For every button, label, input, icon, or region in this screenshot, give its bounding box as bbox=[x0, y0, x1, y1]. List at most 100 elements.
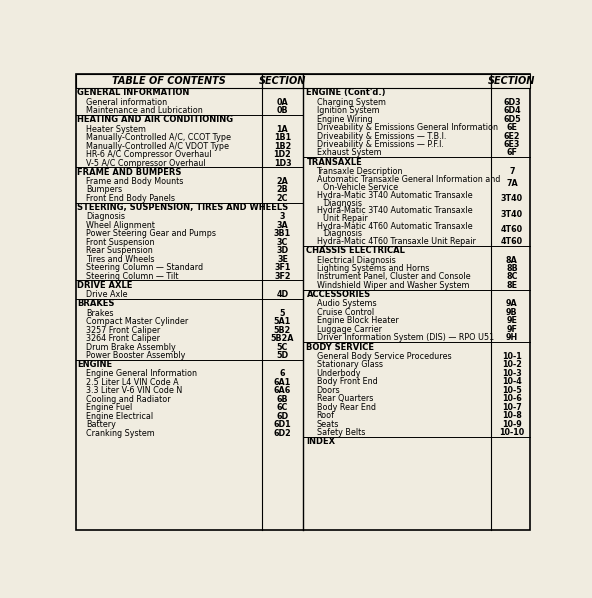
Text: On-Vehicle Service: On-Vehicle Service bbox=[323, 183, 398, 192]
Text: 6: 6 bbox=[280, 370, 285, 379]
Text: Doors: Doors bbox=[317, 386, 340, 395]
Text: 1D3: 1D3 bbox=[274, 158, 291, 167]
Text: 8B: 8B bbox=[506, 264, 518, 273]
Text: 6A1: 6A1 bbox=[274, 378, 291, 387]
Text: 2B: 2B bbox=[276, 185, 288, 194]
Text: 5B2: 5B2 bbox=[274, 325, 291, 335]
Text: 8E: 8E bbox=[506, 281, 517, 290]
Text: Front End Body Panels: Front End Body Panels bbox=[86, 194, 175, 203]
Text: Engine General Information: Engine General Information bbox=[86, 370, 197, 379]
Text: 10-1: 10-1 bbox=[502, 352, 522, 361]
Text: Luggage Carrier: Luggage Carrier bbox=[317, 325, 382, 334]
Text: 6D: 6D bbox=[276, 412, 288, 421]
Text: Frame and Body Mounts: Frame and Body Mounts bbox=[86, 177, 184, 186]
Text: Hydra-Matic 3T40 Automatic Transaxle: Hydra-Matic 3T40 Automatic Transaxle bbox=[317, 206, 472, 215]
Text: 6E3: 6E3 bbox=[504, 140, 520, 149]
Text: 9H: 9H bbox=[506, 333, 518, 342]
Text: 6B: 6B bbox=[276, 395, 288, 404]
Text: HR-6 A/C Compressor Overhaul: HR-6 A/C Compressor Overhaul bbox=[86, 150, 212, 159]
Text: 1D2: 1D2 bbox=[274, 150, 291, 159]
Text: Wheel Alignment: Wheel Alignment bbox=[86, 221, 155, 230]
Text: 3C: 3C bbox=[277, 238, 288, 247]
Text: Body Front End: Body Front End bbox=[317, 377, 377, 386]
Text: ENGINE (Cont'd.): ENGINE (Cont'd.) bbox=[307, 89, 386, 97]
Text: Automatic Transaxle General Information and: Automatic Transaxle General Information … bbox=[317, 175, 500, 184]
Text: 5A1: 5A1 bbox=[274, 317, 291, 326]
Text: 3.3 Liter V-6 VIN Code N: 3.3 Liter V-6 VIN Code N bbox=[86, 386, 183, 395]
Text: 3: 3 bbox=[280, 212, 285, 221]
Text: 10-10: 10-10 bbox=[499, 428, 525, 437]
Text: Diagnosis: Diagnosis bbox=[86, 212, 126, 221]
Text: 6D3: 6D3 bbox=[503, 97, 521, 106]
Text: 2C: 2C bbox=[276, 194, 288, 203]
Text: 6E: 6E bbox=[506, 123, 517, 132]
Text: Engine Block Heater: Engine Block Heater bbox=[317, 316, 398, 325]
Text: 10-2: 10-2 bbox=[502, 360, 522, 369]
Text: Battery: Battery bbox=[86, 420, 116, 429]
Text: 7A: 7A bbox=[506, 179, 518, 188]
Text: 3A: 3A bbox=[276, 221, 288, 230]
Text: Roof: Roof bbox=[317, 411, 334, 420]
Text: Transaxle Description: Transaxle Description bbox=[317, 167, 403, 176]
Text: Tires and Wheels: Tires and Wheels bbox=[86, 255, 155, 264]
Text: Ignition System: Ignition System bbox=[317, 106, 379, 115]
Text: BODY SERVICE: BODY SERVICE bbox=[307, 343, 375, 352]
Text: Lighting Systems and Horns: Lighting Systems and Horns bbox=[317, 264, 429, 273]
Text: Windshield Wiper and Washer System: Windshield Wiper and Washer System bbox=[317, 281, 469, 290]
Text: Instrument Panel, Cluster and Console: Instrument Panel, Cluster and Console bbox=[317, 273, 470, 282]
Text: Charging System: Charging System bbox=[317, 97, 385, 106]
Text: 5C: 5C bbox=[277, 343, 288, 352]
Text: Brakes: Brakes bbox=[86, 309, 114, 318]
Text: TABLE OF CONTENTS: TABLE OF CONTENTS bbox=[112, 76, 226, 86]
Text: Hydra-Matic 4T60 Transaxle Unit Repair: Hydra-Matic 4T60 Transaxle Unit Repair bbox=[317, 237, 475, 246]
Text: 4T60: 4T60 bbox=[501, 237, 523, 246]
Text: Exhaust System: Exhaust System bbox=[317, 148, 381, 157]
Text: Diagnosis: Diagnosis bbox=[323, 230, 362, 239]
Text: Cruise Control: Cruise Control bbox=[317, 308, 374, 317]
Text: 4T60: 4T60 bbox=[501, 225, 523, 234]
Text: 9B: 9B bbox=[506, 308, 517, 317]
Text: 9E: 9E bbox=[506, 316, 517, 325]
Text: 3F2: 3F2 bbox=[274, 271, 291, 280]
Text: 6C: 6C bbox=[277, 404, 288, 413]
Text: Rear Suspension: Rear Suspension bbox=[86, 246, 153, 255]
Text: 10-8: 10-8 bbox=[502, 411, 522, 420]
Text: SECTION: SECTION bbox=[259, 76, 306, 86]
Text: 9A: 9A bbox=[506, 300, 518, 309]
Text: 3D: 3D bbox=[276, 246, 288, 255]
Text: 10-5: 10-5 bbox=[502, 386, 522, 395]
Text: 6D2: 6D2 bbox=[274, 429, 291, 438]
Bar bbox=[262, 74, 304, 88]
Text: 3257 Front Caliper: 3257 Front Caliper bbox=[86, 325, 160, 335]
Text: 2A: 2A bbox=[276, 177, 288, 186]
Text: 10-4: 10-4 bbox=[502, 377, 522, 386]
Text: Manually-Controlled A/C VDOT Type: Manually-Controlled A/C VDOT Type bbox=[86, 142, 230, 151]
Bar bbox=[76, 74, 304, 88]
Text: 3E: 3E bbox=[277, 255, 288, 264]
Text: SECTION: SECTION bbox=[488, 76, 536, 86]
Text: Cranking System: Cranking System bbox=[86, 429, 155, 438]
Text: Hydra-Matic 4T60 Automatic Transaxle: Hydra-Matic 4T60 Automatic Transaxle bbox=[317, 222, 472, 231]
Text: 3T40: 3T40 bbox=[501, 210, 523, 219]
Text: 5B2A: 5B2A bbox=[271, 334, 294, 343]
Text: Steering Column — Tilt: Steering Column — Tilt bbox=[86, 271, 179, 280]
Text: 6F: 6F bbox=[506, 148, 517, 157]
Text: Audio Systems: Audio Systems bbox=[317, 300, 376, 309]
Text: Manually-Controlled A/C, CCOT Type: Manually-Controlled A/C, CCOT Type bbox=[86, 133, 231, 142]
Text: Safety Belts: Safety Belts bbox=[317, 428, 365, 437]
Text: Electrical Diagnosis: Electrical Diagnosis bbox=[317, 255, 395, 264]
Text: 5D: 5D bbox=[276, 351, 288, 360]
Text: 3264 Front Caliper: 3264 Front Caliper bbox=[86, 334, 160, 343]
Text: Hydra-Matic 3T40 Automatic Transaxle: Hydra-Matic 3T40 Automatic Transaxle bbox=[317, 191, 472, 200]
Text: HEATING AND AIR CONDITIONING: HEATING AND AIR CONDITIONING bbox=[77, 115, 233, 124]
Text: 10-6: 10-6 bbox=[502, 394, 522, 403]
Text: Steering Column — Standard: Steering Column — Standard bbox=[86, 263, 204, 272]
Text: FRAME AND BUMPERS: FRAME AND BUMPERS bbox=[77, 168, 182, 177]
Bar bbox=[491, 74, 530, 88]
Text: ENGINE: ENGINE bbox=[77, 360, 112, 369]
Text: 6D4: 6D4 bbox=[503, 106, 521, 115]
Text: 10-3: 10-3 bbox=[502, 369, 522, 378]
Text: Underbody: Underbody bbox=[317, 369, 361, 378]
Text: Driveability & Emissions — P.F.I.: Driveability & Emissions — P.F.I. bbox=[317, 140, 443, 149]
Text: 1A: 1A bbox=[276, 124, 288, 133]
